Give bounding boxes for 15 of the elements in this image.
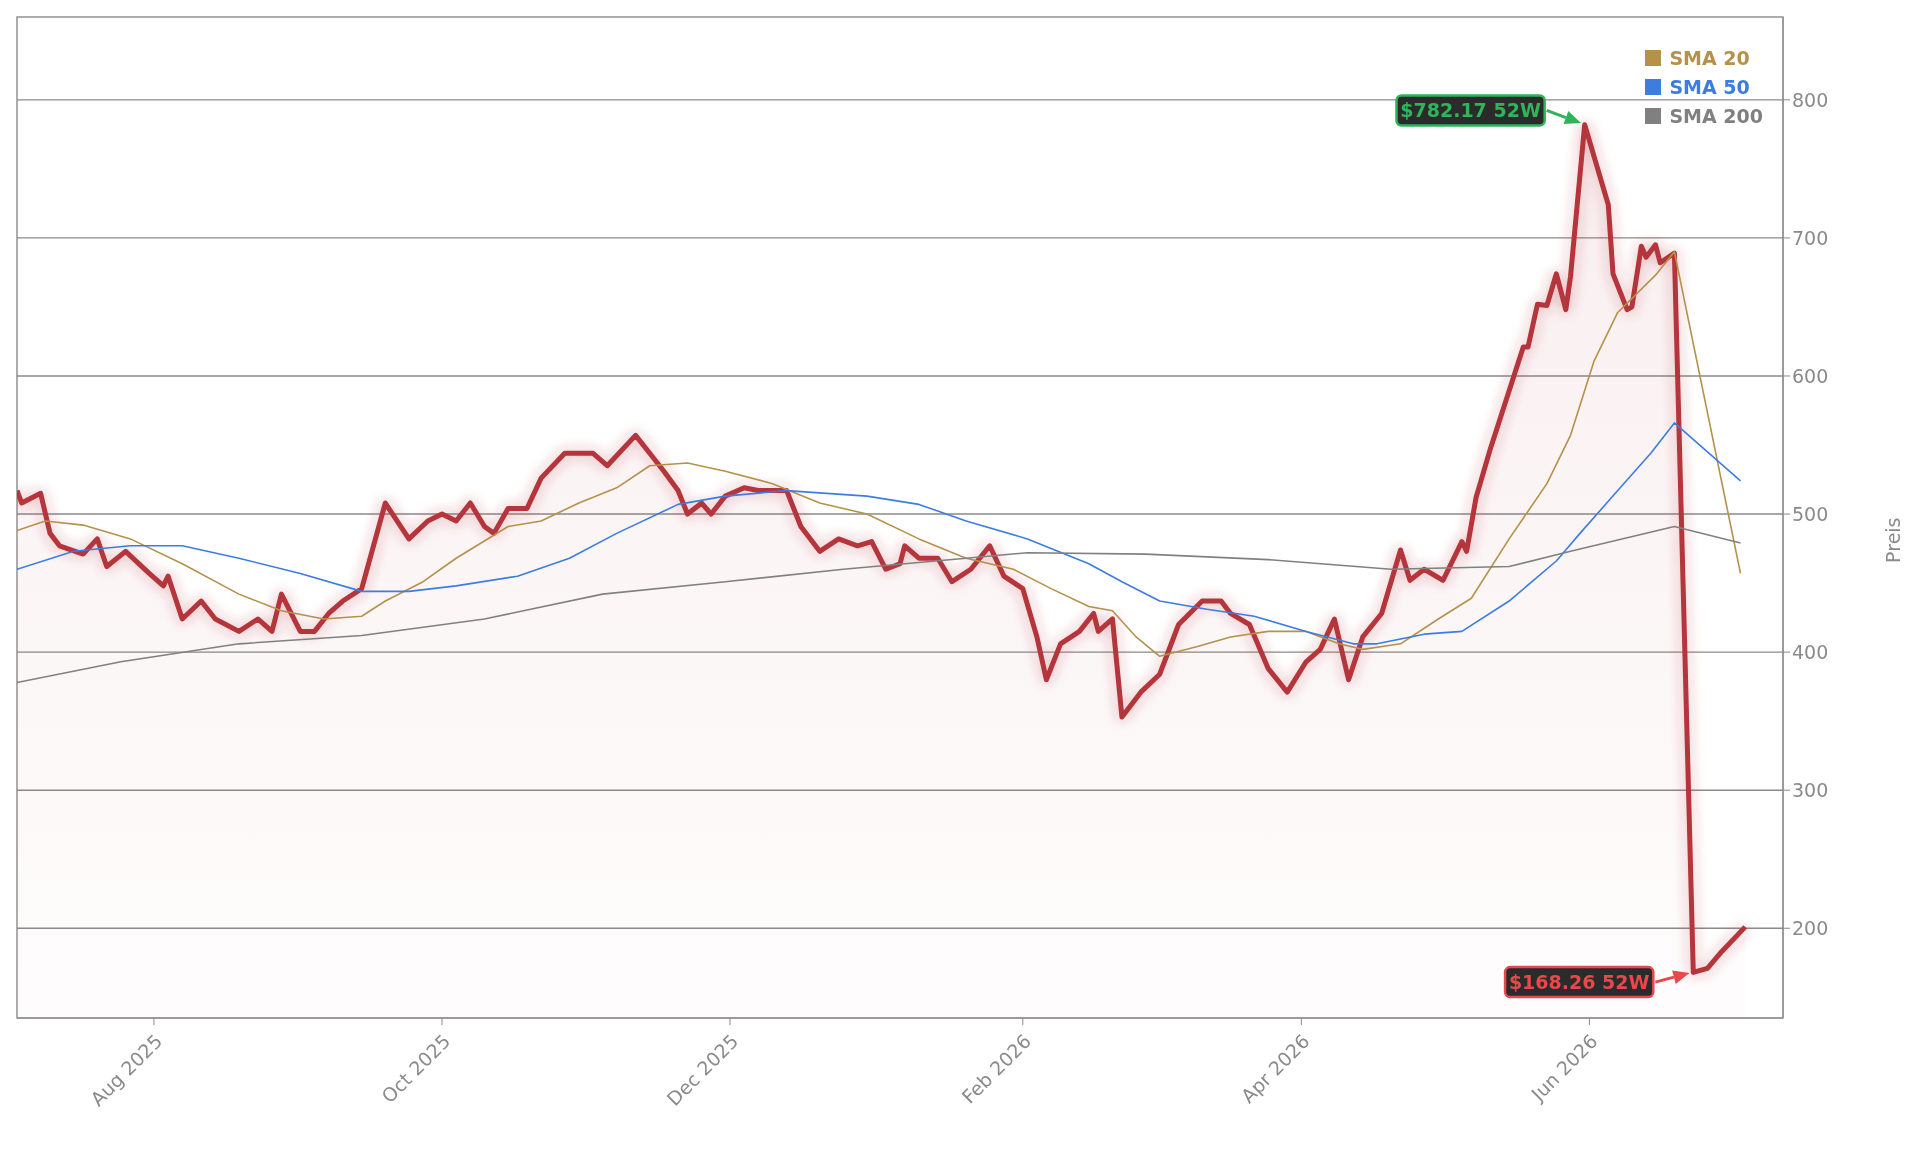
y-axis-title: Preis [1881, 517, 1904, 563]
y-tick-label: 800 [1792, 88, 1829, 111]
y-tick-label: 600 [1792, 364, 1829, 387]
legend-label: SMA 50 [1669, 75, 1750, 98]
y-tick-label: 700 [1792, 226, 1829, 249]
legend-label: SMA 20 [1669, 46, 1750, 69]
annotation: $782.17 52W [1400, 99, 1541, 122]
legend-label: SMA 200 [1669, 104, 1763, 127]
annotation: $168.26 52W [1508, 971, 1650, 994]
line-series [17, 422, 1742, 645]
y-tick-label: 300 [1792, 778, 1829, 801]
y-tick-label: 500 [1792, 502, 1829, 525]
line-series [17, 250, 1742, 658]
y-tick-label: 400 [1792, 640, 1829, 663]
y-tick-label: 200 [1792, 917, 1829, 939]
